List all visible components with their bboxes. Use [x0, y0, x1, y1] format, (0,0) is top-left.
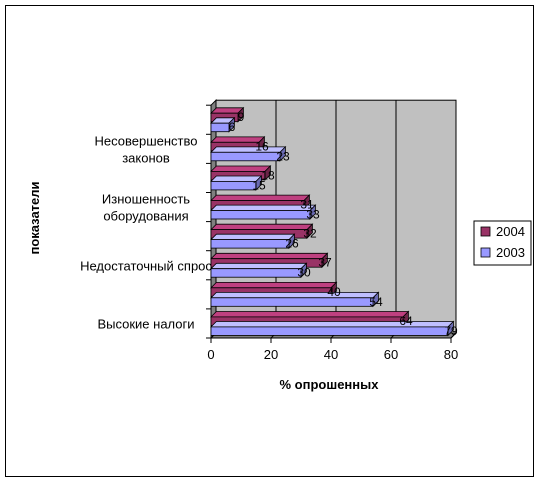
legend-label: 2003 — [496, 245, 525, 260]
data-label-2003: 23 — [276, 149, 290, 163]
data-label-2004: 64 — [399, 314, 413, 328]
x-tick-label: 60 — [384, 347, 398, 362]
y-tick-label: Несовершенство — [95, 133, 198, 148]
data-label-2003: 30 — [297, 266, 311, 280]
data-label-2003: 79 — [444, 324, 458, 338]
x-tick-label: 80 — [444, 347, 458, 362]
bar-2003 — [210, 320, 455, 337]
data-label-2003: 15 — [252, 178, 266, 192]
y-tick-label: законов — [122, 150, 170, 165]
y-tick-label: оборудования — [103, 209, 188, 224]
data-label-2004: 37 — [318, 256, 332, 270]
data-label-2003: 33 — [306, 208, 320, 222]
legend: 2004 2003 — [473, 220, 532, 266]
data-label-2003: 54 — [369, 295, 383, 309]
data-label-2004: 9 — [238, 110, 245, 124]
data-label-2004: 32 — [303, 227, 317, 241]
bar-2003 — [210, 233, 296, 250]
data-label-2004: 18 — [261, 168, 275, 182]
gridline-floor — [450, 332, 457, 339]
bar-2003 — [210, 175, 263, 191]
bar-2003 — [210, 291, 380, 308]
data-label-2003: 6 — [229, 120, 236, 134]
y-tick-label: Изношенность — [102, 192, 190, 207]
x-axis-title: % опрошенных — [280, 377, 380, 392]
x-tick-label: 0 — [207, 347, 214, 362]
bar-2003 — [210, 145, 287, 162]
bar-2003 — [210, 262, 308, 279]
bar-2003 — [210, 204, 317, 220]
x-tick-label: 20 — [264, 347, 278, 362]
bar-2003 — [210, 116, 236, 133]
legend-swatch — [480, 226, 491, 237]
data-label-2004: 40 — [327, 285, 341, 299]
data-label-2004: 31 — [300, 198, 314, 212]
x-tick-label: 40 — [324, 347, 338, 362]
y-tick-label: Высокие налоги — [97, 316, 194, 331]
legend-label: 2004 — [496, 224, 525, 239]
y-tick-label: Недостаточный спрос — [80, 258, 212, 273]
data-label-2003: 26 — [285, 237, 299, 251]
data-label-2004: 16 — [255, 139, 269, 153]
y-axis-title: показатели — [27, 181, 42, 254]
legend-swatch — [480, 247, 491, 258]
